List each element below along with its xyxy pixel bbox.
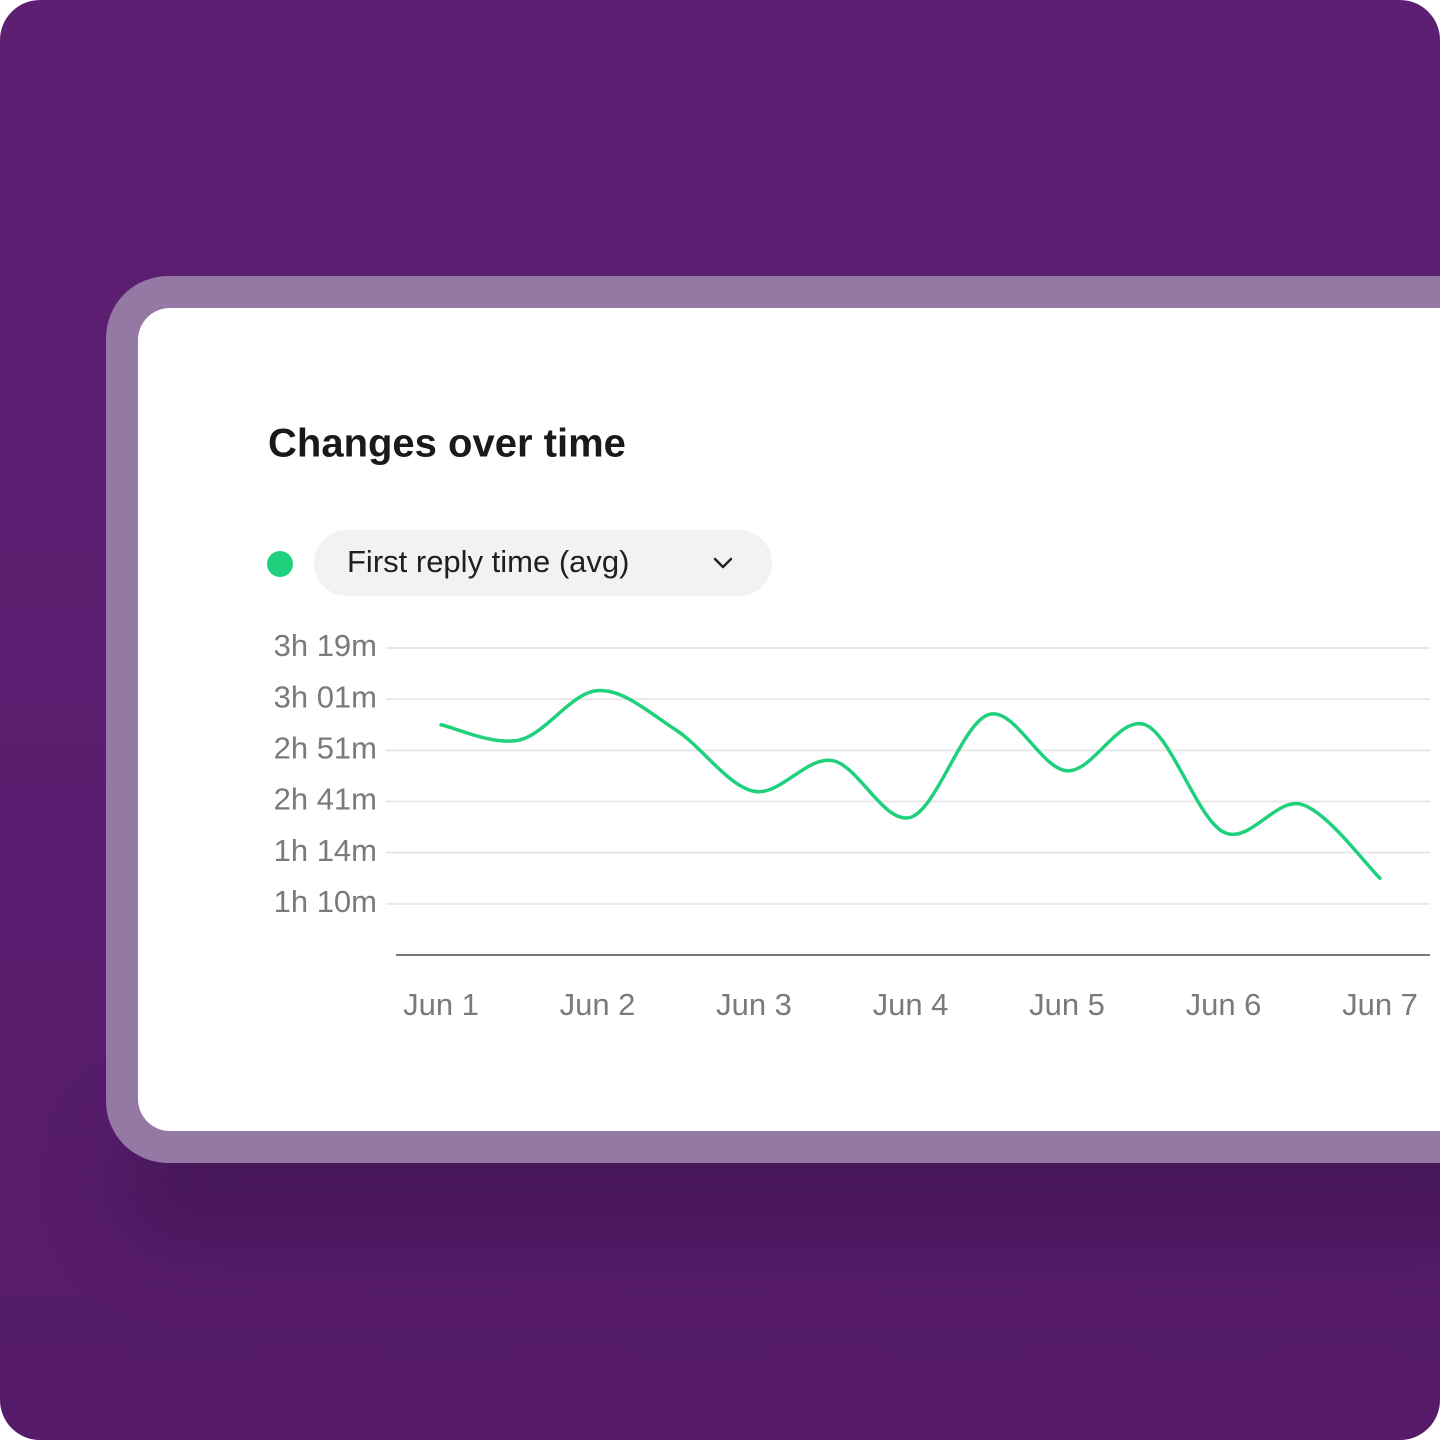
metric-dropdown[interactable] (314, 530, 772, 596)
chart-title: Changes over time (268, 422, 626, 466)
y-tick-label: 2h 41m (274, 782, 377, 817)
legend-dot (267, 551, 293, 577)
x-tick-label: Jun 5 (1029, 987, 1105, 1022)
chevron[interactable] (713, 557, 733, 569)
x-tick-label: Jun 6 (1186, 987, 1262, 1022)
x-tick-label: Jun 7 (1342, 987, 1418, 1022)
x-tick-label: Jun 2 (560, 987, 636, 1022)
x-tick-label: Jun 3 (716, 987, 792, 1022)
y-tick-label: 2h 51m (274, 731, 377, 766)
y-tick-label: 3h 19m (274, 628, 377, 663)
y-tick-label: 1h 14m (274, 833, 377, 868)
x-tick-label: Jun 4 (873, 987, 949, 1022)
metric-label[interactable]: First reply time (avg) (347, 544, 629, 579)
y-tick-label: 1h 10m (274, 884, 377, 919)
card (138, 308, 1440, 1131)
x-tick-label: Jun 1 (403, 987, 479, 1022)
data-line (439, 688, 1382, 880)
y-tick-label: 3h 01m (274, 679, 377, 714)
